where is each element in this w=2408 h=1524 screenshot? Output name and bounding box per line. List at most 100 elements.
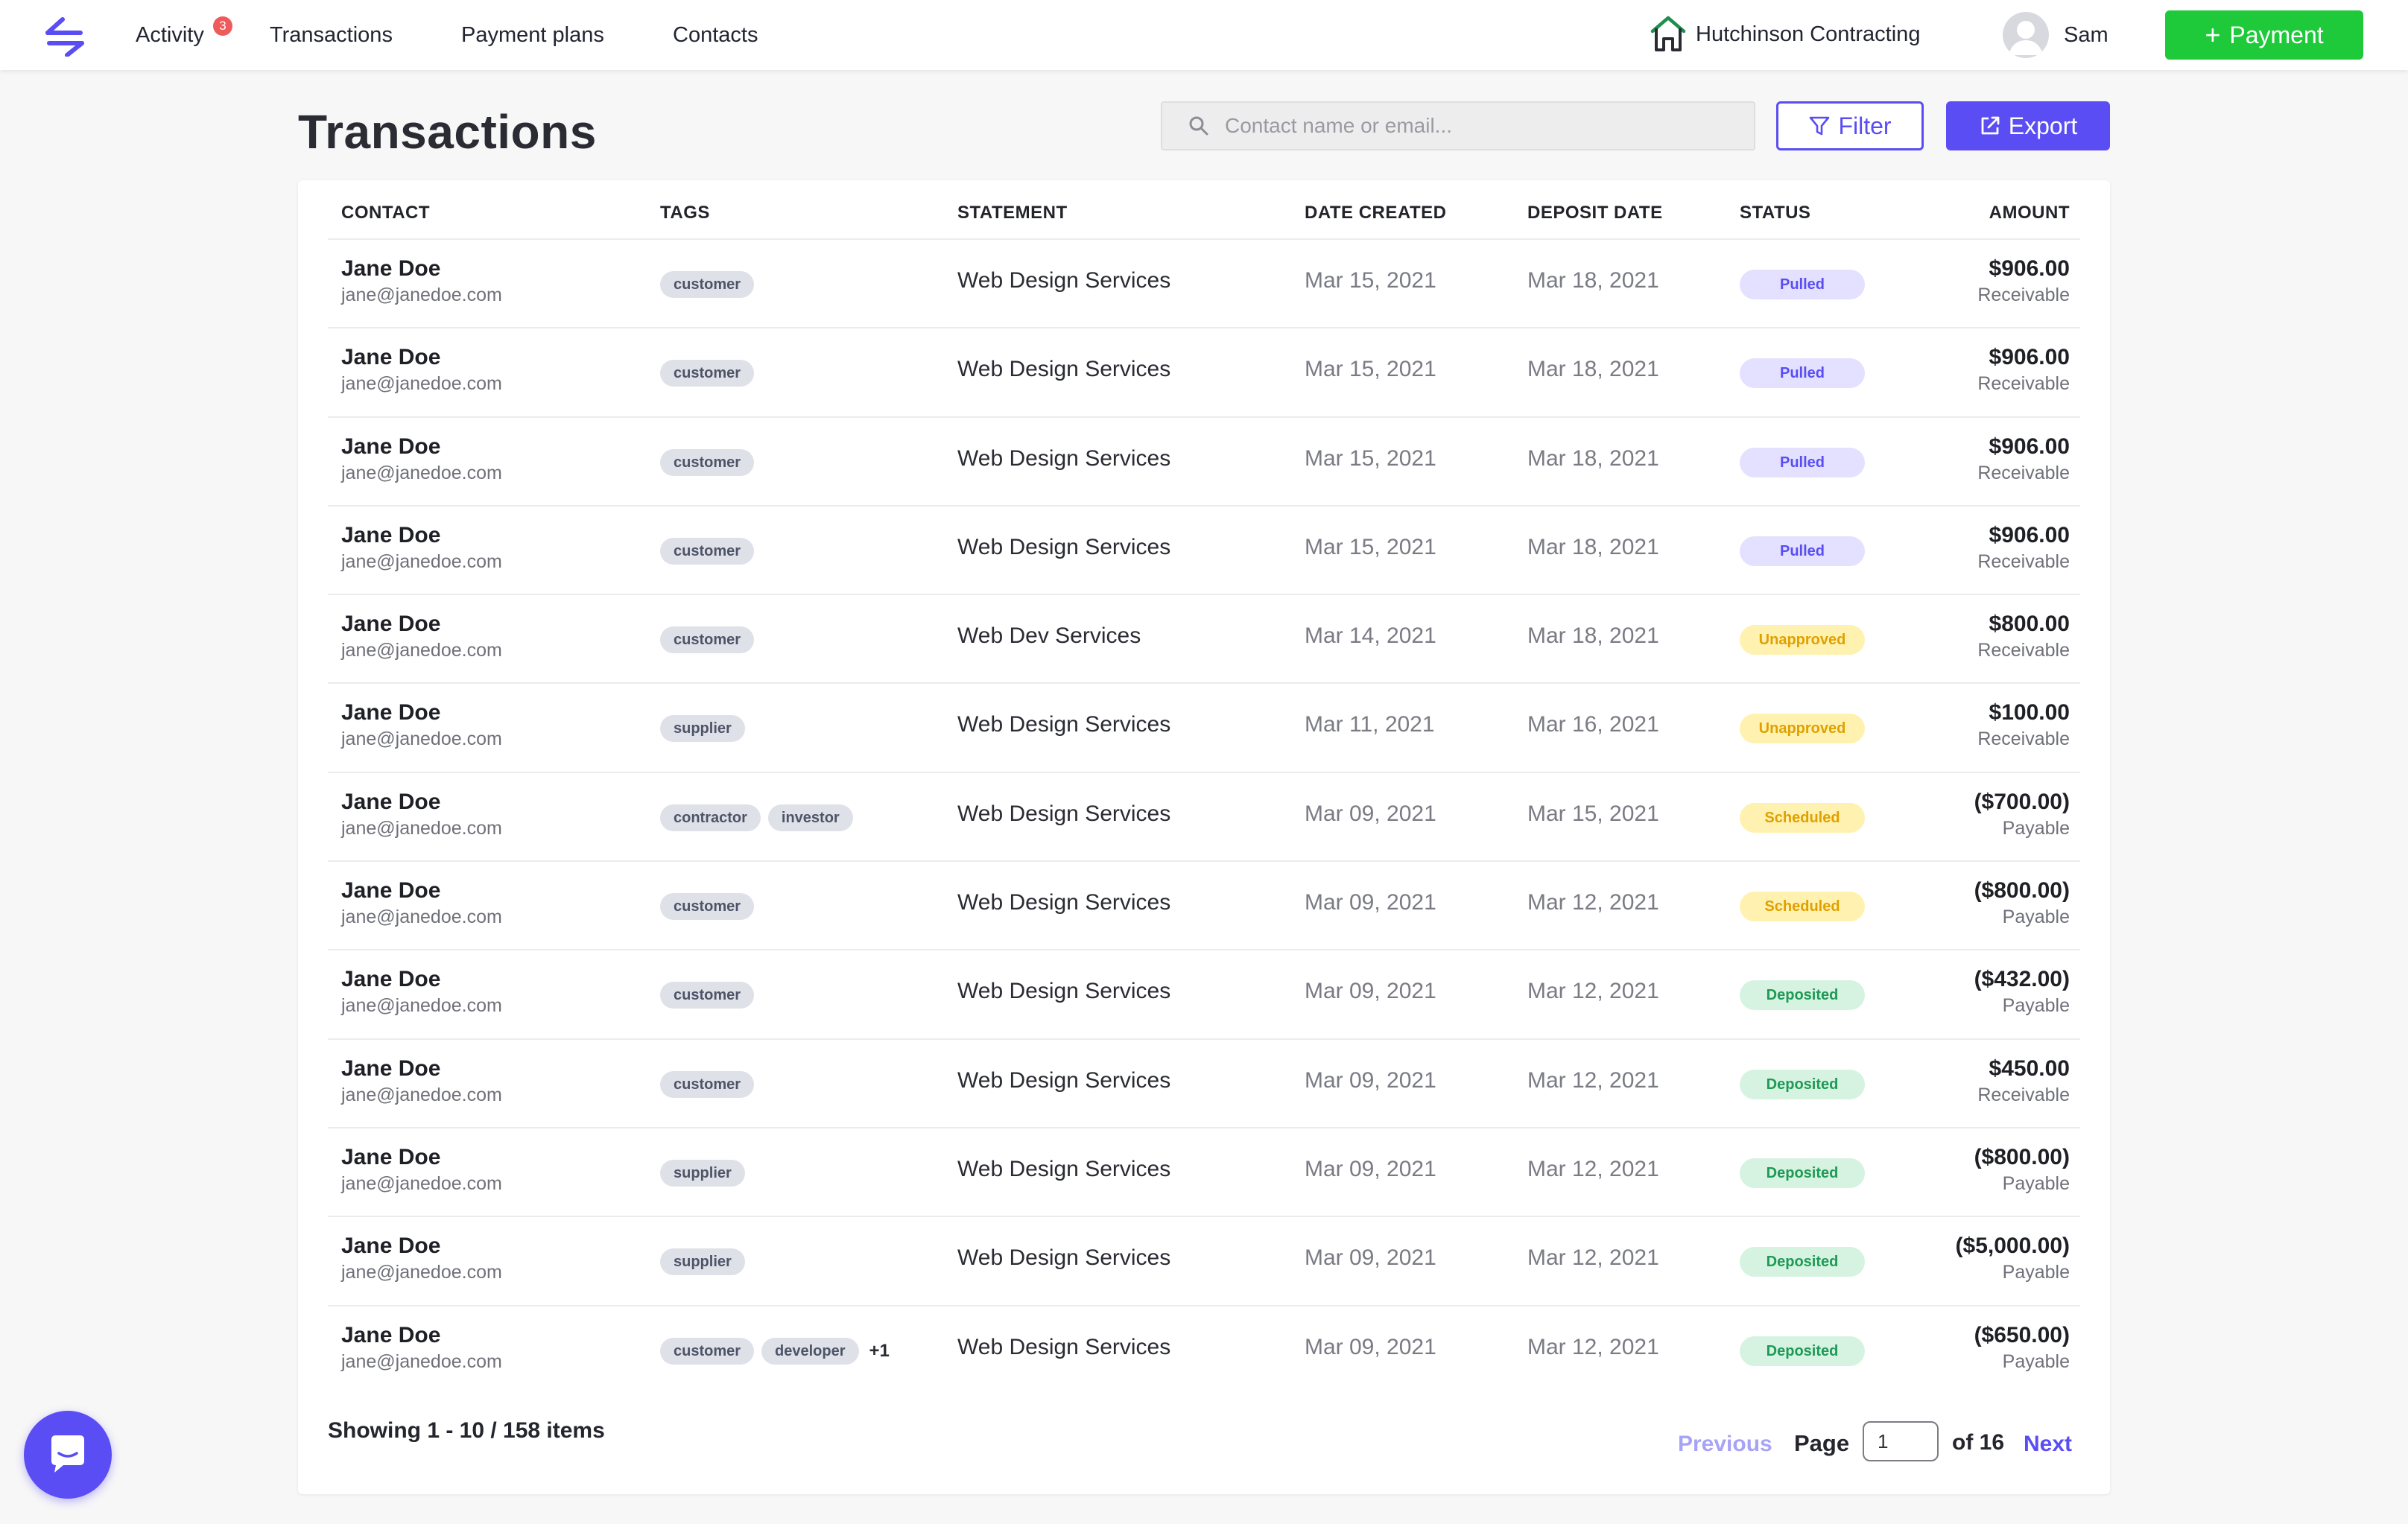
search-box[interactable] xyxy=(1161,101,1755,150)
nav-transactions[interactable]: Transactions xyxy=(270,23,393,47)
date-created-cell: Mar 09, 2021 xyxy=(1305,979,1436,1004)
org-switcher[interactable]: Hutchinson Contracting xyxy=(1650,13,1920,55)
amount-type: Payable xyxy=(2002,1172,2070,1194)
add-payment-button[interactable]: + Payment xyxy=(2165,10,2363,60)
amount-value: ($432.00) xyxy=(1974,967,2070,992)
statement-cell: Web Design Services xyxy=(957,890,1171,915)
filter-button[interactable]: Filter xyxy=(1776,101,1924,150)
arrows-logo-icon[interactable] xyxy=(40,13,89,57)
export-icon xyxy=(1981,116,2000,135)
filter-icon xyxy=(1810,116,1830,136)
next-page-link[interactable]: Next xyxy=(2024,1432,2073,1456)
amount-type: Payable xyxy=(2002,1350,2070,1372)
status-badge: Deposited xyxy=(1740,1069,1865,1099)
table-row[interactable]: Jane Doe jane@janedoe.com supplier Web D… xyxy=(328,1128,2080,1218)
status-badge: Deposited xyxy=(1740,1336,1865,1366)
status-badge: Deposited xyxy=(1740,1247,1865,1277)
amount-value: $906.00 xyxy=(1989,256,2070,281)
amount-value: $906.00 xyxy=(1989,522,2070,547)
export-button[interactable]: Export xyxy=(1946,101,2110,150)
tags-cell: contractor investor xyxy=(660,804,861,831)
contact-email: jane@janedoe.com xyxy=(341,728,502,750)
showing-count: Showing 1 - 10 / 158 items xyxy=(328,1418,605,1443)
contact-email: jane@janedoe.com xyxy=(341,1084,502,1105)
tags-cell: customer xyxy=(660,893,761,921)
user-menu[interactable]: Sam xyxy=(2003,12,2108,58)
amount-value: $100.00 xyxy=(1989,700,2070,726)
deposit-date-cell: Mar 18, 2021 xyxy=(1527,623,1659,649)
amount-type: Receivable xyxy=(1977,462,2070,483)
column-statement[interactable]: STATEMENT xyxy=(957,203,1068,223)
chat-widget-button[interactable] xyxy=(24,1411,112,1499)
amount-value: ($650.00) xyxy=(1974,1322,2070,1347)
tag-badge: customer xyxy=(660,537,755,565)
column-status[interactable]: STATUS xyxy=(1740,203,1811,223)
top-nav-bar: Activity 3 Transactions Payment plans Co… xyxy=(0,0,2408,70)
filter-label: Filter xyxy=(1838,112,1892,139)
table-row[interactable]: Jane Doe jane@janedoe.com contractor inve… xyxy=(328,773,2080,863)
contact-email: jane@janedoe.com xyxy=(341,373,502,395)
column-deposit-date[interactable]: DEPOSIT DATE xyxy=(1527,203,1663,223)
contact-name: Jane Doe xyxy=(341,434,441,459)
tag-badge: customer xyxy=(660,360,755,387)
tag-badge: supplier xyxy=(660,1248,745,1276)
tags-cell: customer xyxy=(660,982,761,1009)
page-label: Page xyxy=(1794,1430,1850,1456)
contact-email: jane@janedoe.com xyxy=(341,995,502,1017)
export-label: Export xyxy=(2008,112,2078,139)
amount-type: Receivable xyxy=(1977,285,2070,305)
table-row[interactable]: Jane Doe jane@janedoe.com supplier Web D… xyxy=(328,684,2080,773)
status-badge: Unapproved xyxy=(1740,714,1865,744)
contact-name: Jane Doe xyxy=(341,345,441,370)
table-row[interactable]: Jane Doe jane@janedoe.com customer Web D… xyxy=(328,328,2080,418)
column-contact[interactable]: CONTACT xyxy=(341,203,431,223)
tags-cell: customer xyxy=(660,360,761,387)
table-row[interactable]: Jane Doe jane@janedoe.com supplier Web D… xyxy=(328,1217,2080,1306)
date-created-cell: Mar 09, 2021 xyxy=(1305,1156,1436,1181)
contact-name: Jane Doe xyxy=(341,1144,441,1169)
table-row[interactable]: Jane Doe jane@janedoe.com customer Web D… xyxy=(328,595,2080,685)
statement-cell: Web Design Services xyxy=(957,1245,1171,1271)
contact-email: jane@janedoe.com xyxy=(341,285,502,305)
contact-name: Jane Doe xyxy=(341,612,441,637)
contact-email: jane@janedoe.com xyxy=(341,1262,502,1283)
amount-value: ($800.00) xyxy=(1974,1144,2070,1169)
nav-payment-plans[interactable]: Payment plans xyxy=(461,23,604,47)
contact-email: jane@janedoe.com xyxy=(341,1350,502,1372)
house-icon xyxy=(1650,16,1686,51)
table-row[interactable]: Jane Doe jane@janedoe.com customer Web D… xyxy=(328,507,2080,596)
tags-cell: customer developer +1 xyxy=(660,1337,890,1365)
table-row[interactable]: Jane Doe jane@janedoe.com customer Web D… xyxy=(328,418,2080,507)
date-created-cell: Mar 15, 2021 xyxy=(1305,445,1436,471)
contact-name: Jane Doe xyxy=(341,1322,441,1347)
tag-badge: developer xyxy=(761,1337,859,1365)
date-created-cell: Mar 15, 2021 xyxy=(1305,534,1436,559)
previous-page-link[interactable]: Previous xyxy=(1678,1432,1772,1456)
statement-cell: Web Design Services xyxy=(957,1067,1171,1093)
table-row[interactable]: Jane Doe jane@janedoe.com customer Web D… xyxy=(328,862,2080,951)
nav-contacts[interactable]: Contacts xyxy=(673,23,758,47)
search-input[interactable] xyxy=(1225,114,1731,138)
column-tags[interactable]: TAGS xyxy=(660,203,710,223)
tags-cell: supplier xyxy=(660,1248,752,1276)
amount-type: Receivable xyxy=(1977,550,2070,572)
deposit-date-cell: Mar 12, 2021 xyxy=(1527,1067,1659,1093)
table-row[interactable]: Jane Doe jane@janedoe.com customer develo… xyxy=(328,1306,2080,1395)
more-tags-count[interactable]: +1 xyxy=(869,1340,890,1361)
table-body: Jane Doe jane@janedoe.com customer Web D… xyxy=(328,240,2080,1395)
tags-cell: customer xyxy=(660,448,761,476)
table-row[interactable]: Jane Doe jane@janedoe.com customer Web D… xyxy=(328,240,2080,329)
status-badge: Deposited xyxy=(1740,980,1865,1011)
table-row[interactable]: Jane Doe jane@janedoe.com customer Web D… xyxy=(328,950,2080,1040)
date-created-cell: Mar 14, 2021 xyxy=(1305,623,1436,649)
page-number-input[interactable] xyxy=(1863,1421,1939,1461)
nav-activity[interactable]: Activity xyxy=(136,23,204,47)
date-created-cell: Mar 09, 2021 xyxy=(1305,1334,1436,1359)
contact-email: jane@janedoe.com xyxy=(341,1172,502,1194)
column-date-created[interactable]: DATE CREATED xyxy=(1305,203,1447,223)
table-row[interactable]: Jane Doe jane@janedoe.com customer Web D… xyxy=(328,1040,2080,1128)
date-created-cell: Mar 11, 2021 xyxy=(1305,712,1435,737)
contact-name: Jane Doe xyxy=(341,1055,441,1081)
statement-cell: Web Dev Services xyxy=(957,623,1141,649)
column-amount[interactable]: AMOUNT xyxy=(1989,203,2070,223)
